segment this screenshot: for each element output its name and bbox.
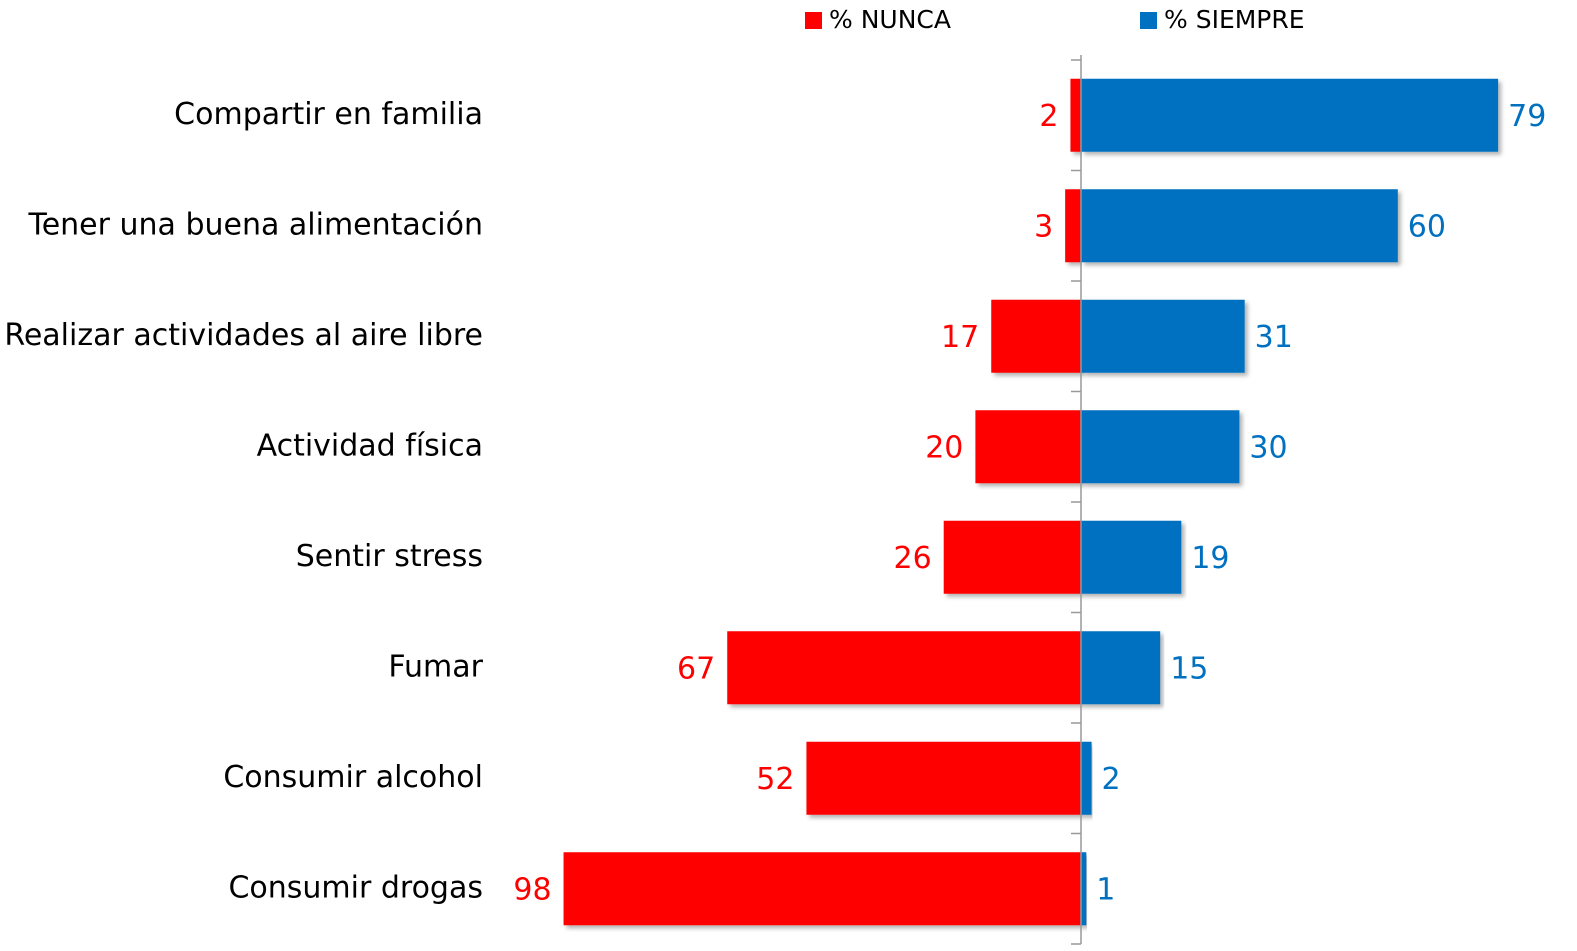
category-label: Tener una buena alimentación: [27, 207, 483, 242]
category-label: Consumir alcohol: [223, 760, 483, 795]
bar: [1065, 189, 1081, 263]
value-label: 2: [1102, 762, 1121, 797]
bar: [991, 299, 1081, 373]
category-label: Compartir en familia: [174, 97, 483, 132]
value-label: 79: [1508, 99, 1546, 134]
center-axis: [1071, 55, 1082, 945]
bar: [1081, 189, 1398, 263]
value-label: 98: [513, 872, 551, 907]
category-label: Realizar actividades al aire libre: [4, 318, 483, 353]
category-label: Actividad física: [257, 428, 483, 463]
value-label: 30: [1249, 430, 1287, 465]
value-label: 1: [1096, 872, 1115, 907]
bar: [1081, 520, 1182, 594]
bar: [1081, 852, 1087, 926]
bar: [1081, 410, 1240, 484]
bar: [975, 410, 1081, 484]
value-label: 31: [1255, 320, 1293, 355]
value-label: 19: [1191, 541, 1229, 576]
bar: [1081, 631, 1161, 705]
category-label: Fumar: [388, 649, 483, 684]
legend-swatch: [1140, 12, 1157, 29]
bar: [563, 852, 1081, 926]
value-label: 3: [1034, 209, 1053, 244]
bar: [806, 741, 1081, 815]
value-label: 67: [677, 651, 715, 686]
bar: [1081, 299, 1245, 373]
legend-label: % SIEMPRE: [1164, 5, 1305, 34]
value-label: 17: [941, 320, 979, 355]
value-label: 20: [925, 430, 963, 465]
legend-swatch: [805, 12, 822, 29]
value-label: 26: [894, 541, 932, 576]
legend-label: % NUNCA: [829, 5, 951, 34]
value-label: 60: [1408, 209, 1446, 244]
value-label: 52: [756, 762, 794, 797]
value-label: 2: [1039, 99, 1058, 134]
bar: [727, 631, 1081, 705]
bars: [563, 78, 1499, 926]
category-label: Sentir stress: [296, 539, 483, 574]
bar: [1081, 741, 1092, 815]
category-label: Consumir drogas: [228, 870, 483, 905]
bar: [1070, 78, 1081, 152]
bar: [1081, 78, 1499, 152]
value-label: 15: [1170, 651, 1208, 686]
bar: [943, 520, 1081, 594]
